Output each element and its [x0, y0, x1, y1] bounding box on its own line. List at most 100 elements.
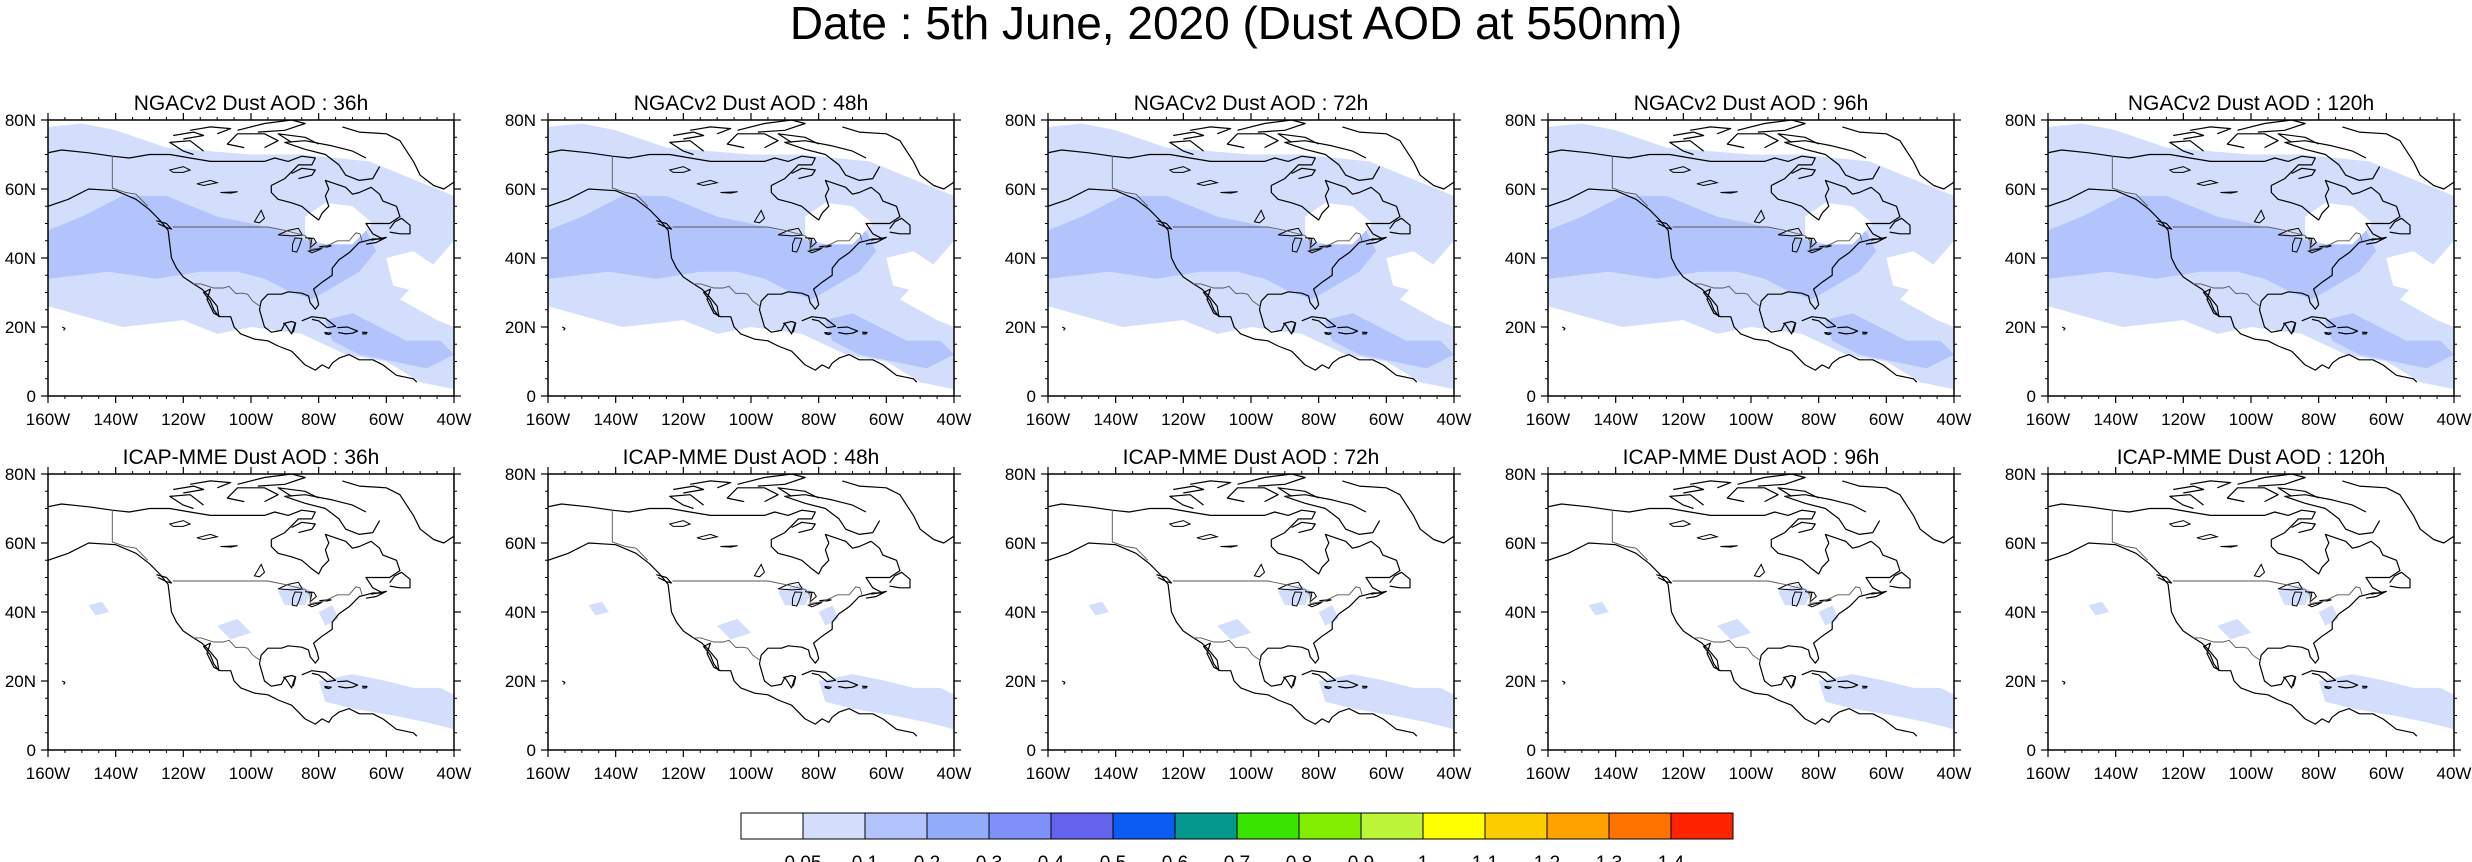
- lon-tick-label: 60W: [1869, 764, 1904, 783]
- coastline: [1669, 140, 1704, 156]
- lat-tick-label: 0: [27, 387, 36, 406]
- lat-tick-label: 40N: [1505, 603, 1536, 622]
- map-area: [48, 474, 454, 737]
- coastline: [2301, 670, 2337, 683]
- lake-outline: [720, 191, 738, 194]
- map-area: [1048, 120, 1454, 390]
- coastline: [1389, 217, 1411, 235]
- map-area: [1548, 474, 1954, 737]
- lat-tick-label: 60N: [505, 534, 536, 553]
- lon-tick-label: 80W: [301, 410, 336, 429]
- map-area: [548, 474, 954, 737]
- lon-tick-label: 100W: [1229, 764, 1273, 783]
- coastline: [1226, 487, 1279, 503]
- coastline: [1861, 685, 1868, 689]
- coastline: [1782, 674, 1797, 687]
- aod-shade-clear: [886, 251, 934, 293]
- coastline: [1061, 680, 1066, 685]
- lon-tick-label: 120W: [161, 410, 205, 429]
- coastline: [2190, 126, 2232, 135]
- lake-outline: [696, 533, 720, 541]
- coastline: [324, 331, 332, 336]
- country-border: [1193, 637, 1261, 661]
- lake-outline: [1753, 209, 1766, 224]
- country-border: [1111, 509, 1149, 561]
- lake-outline: [2306, 247, 2323, 254]
- lon-tick-label: 160W: [2026, 410, 2070, 429]
- lat-tick-label: 60N: [5, 180, 36, 199]
- coastline: [1190, 126, 1232, 135]
- country-border: [2193, 283, 2261, 307]
- lake-outline: [791, 591, 803, 607]
- lon-tick-label: 80W: [1801, 764, 1836, 783]
- coastline: [291, 521, 316, 534]
- lon-tick-label: 140W: [2093, 764, 2137, 783]
- coastline: [861, 331, 868, 335]
- coastline: [782, 674, 797, 687]
- lake-outline: [1291, 237, 1303, 253]
- coastline: [2301, 316, 2337, 329]
- country-border: [672, 226, 863, 250]
- colorbar-swatch: [1298, 812, 1362, 840]
- aod-shade-low: [2278, 584, 2312, 606]
- map-panel: ICAP-MME Dust AOD : 96h 0 20N 40N 60N 80N 160W…: [1505, 446, 1972, 783]
- map-panel: NGACv2 Dust AOD : 72h 0 20N 40N 60N 80N 160W 14…: [1005, 92, 1472, 429]
- aod-shade-low: [318, 605, 339, 626]
- coastline: [1277, 487, 1319, 499]
- lake-outline: [753, 563, 766, 578]
- lake-outline: [304, 591, 317, 604]
- lon-tick-label: 40W: [437, 764, 472, 783]
- coastline: [561, 326, 566, 331]
- lat-tick-label: 20N: [5, 672, 36, 691]
- aod-shade-low: [1588, 601, 1609, 616]
- coastline: [837, 326, 859, 335]
- lon-tick-label: 160W: [526, 410, 570, 429]
- aod-shade-mid: [825, 313, 954, 369]
- lake-outline: [668, 520, 692, 527]
- coastline: [1777, 133, 1819, 145]
- lon-tick-label: 40W: [937, 410, 972, 429]
- coastline: [1824, 685, 1832, 690]
- coastline: [548, 149, 901, 335]
- lat-tick-label: 60N: [1005, 534, 1036, 553]
- coastline: [2048, 542, 2418, 737]
- lat-tick-label: 80N: [505, 465, 536, 484]
- coastline: [782, 320, 797, 333]
- coastline: [2324, 331, 2332, 336]
- coastline: [169, 140, 204, 156]
- lake-outline: [2291, 591, 2303, 607]
- map-area: [2048, 474, 2454, 737]
- lon-tick-label: 60W: [369, 410, 404, 429]
- lake-outline: [2196, 533, 2220, 541]
- coastline: [1324, 685, 1332, 690]
- lake-outline: [1806, 247, 1823, 254]
- colorbar-swatch: [1608, 812, 1672, 840]
- coastline: [2342, 120, 2454, 190]
- lat-tick-label: 20N: [505, 672, 536, 691]
- lake-outline: [1668, 166, 1692, 173]
- lon-tick-label: 140W: [1593, 764, 1637, 783]
- coastline: [2226, 133, 2279, 149]
- map-panel: NGACv2 Dust AOD : 96h 0 20N 40N 60N 80N 160W 14…: [1505, 92, 1972, 429]
- lat-tick-label: 80N: [2005, 465, 2036, 484]
- coastline: [1561, 326, 1566, 331]
- coastline: [226, 133, 279, 149]
- coastline: [1784, 140, 1881, 181]
- coastline: [2389, 217, 2411, 235]
- aod-shade-mid: [2325, 313, 2454, 369]
- coastline: [2190, 480, 2232, 489]
- coastline: [173, 131, 205, 140]
- aod-shade-low: [318, 674, 454, 730]
- country-border: [172, 580, 363, 604]
- coastline: [2173, 131, 2205, 140]
- colorbar-label: 1.4: [1658, 853, 1685, 862]
- coastline: [237, 474, 306, 487]
- coastline: [1669, 494, 1704, 510]
- coastline: [737, 120, 806, 133]
- panel-title: NGACv2 Dust AOD : 36h: [134, 92, 369, 115]
- coastline: [2389, 571, 2411, 589]
- coastline: [669, 140, 704, 156]
- lon-tick-label: 80W: [2301, 764, 2336, 783]
- aod-shade-low: [1818, 674, 1954, 730]
